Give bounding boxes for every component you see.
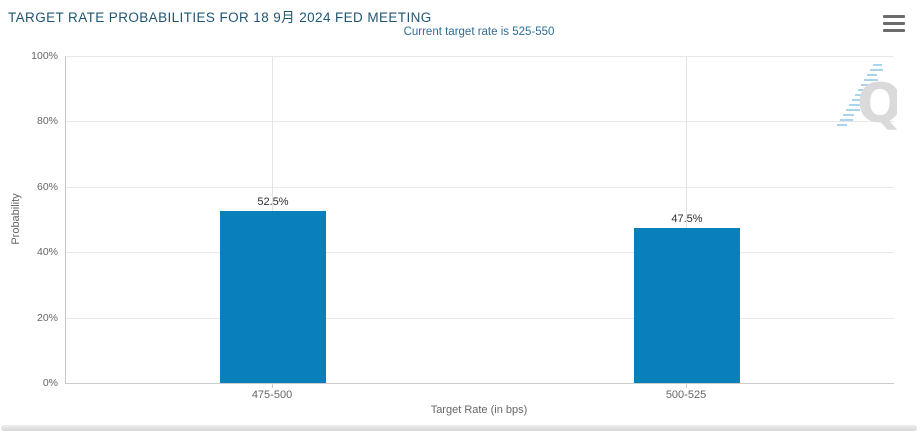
bottom-divider <box>1 425 917 431</box>
gridline <box>66 56 894 57</box>
gridline <box>686 56 687 383</box>
x-tick-label: 500-525 <box>665 389 707 401</box>
bar-value-label: 47.5% <box>671 212 703 225</box>
chart-subtitle: Current target rate is 525-550 <box>403 26 555 38</box>
y-axis-title: Probability <box>10 193 22 245</box>
y-tick-label: 80% <box>36 115 58 127</box>
x-axis-title: Target Rate (in bps) <box>430 404 528 416</box>
bar-500-525[interactable]: 47.5% <box>634 213 740 383</box>
x-tick <box>272 383 273 388</box>
hamburger-icon <box>883 21 905 26</box>
bar-value-label: 52.5% <box>257 196 289 209</box>
chart-title: TARGET RATE PROBABILITIES FOR 18 9月 2024… <box>8 10 432 25</box>
y-tick-label: 60% <box>36 181 58 193</box>
x-tick-label: 475-500 <box>251 389 293 401</box>
gridline <box>66 186 894 188</box>
plot-area: Q 52.5% 47.5% <box>65 56 897 388</box>
hamburger-icon <box>883 28 905 32</box>
y-tick-label: 20% <box>36 312 58 324</box>
y-tick-label: 100% <box>31 50 58 62</box>
gridline <box>66 252 894 254</box>
x-tick <box>686 383 687 388</box>
bar-475-500[interactable]: 52.5% <box>220 196 326 383</box>
gridline <box>66 121 894 123</box>
gridline <box>66 317 894 319</box>
y-tick-label: 0% <box>42 377 58 389</box>
chart-context-menu-button[interactable] <box>883 15 905 32</box>
svg-text:Q: Q <box>857 72 897 134</box>
y-tick-label: 40% <box>36 246 58 258</box>
hamburger-icon <box>883 15 905 19</box>
quikstrike-watermark-icon: Q <box>837 64 897 134</box>
x-tick-labels: 475-500 500-525 <box>65 389 893 403</box>
